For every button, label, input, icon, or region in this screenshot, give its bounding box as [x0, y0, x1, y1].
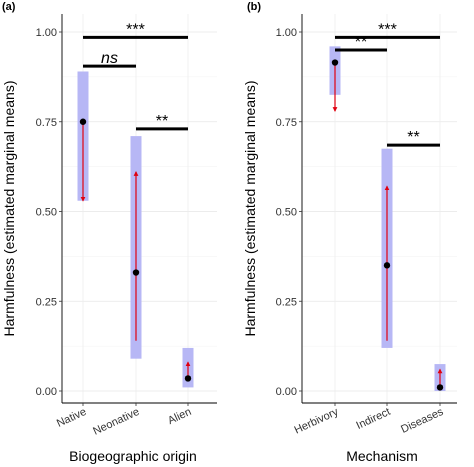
y-tick-label: 0.50: [276, 207, 297, 219]
significance-label: ***: [378, 21, 397, 38]
y-tick-label: 0.00: [36, 386, 57, 398]
x-tick-label: Indirect: [354, 406, 392, 432]
x-axis-title: Biogeographic origin: [69, 448, 197, 464]
y-tick-label: 0.00: [276, 386, 297, 398]
mean-point: [132, 269, 140, 276]
mean-point: [331, 59, 339, 66]
x-tick-label: Diseases: [399, 406, 446, 436]
panel-b: (b) 0.00 0.25 0.50 0.75 1.00 Herbivory Indirect…: [242, 1, 457, 464]
y-tick-label: 0.25: [36, 296, 57, 308]
y-tick-label: 0.75: [36, 117, 57, 129]
x-tick-label: Native: [55, 406, 88, 430]
x-tick-label: Neonative: [91, 406, 141, 438]
y-tick-label: 1.00: [276, 27, 297, 39]
significance-label: **: [355, 34, 367, 51]
x-tick-label: Alien: [166, 406, 193, 427]
x-axis-title: Mechanism: [346, 448, 418, 464]
y-tick-label: 0.25: [276, 296, 297, 308]
significance-label: ***: [126, 21, 145, 38]
panel-a: (a) 0.00 0.25 0.50 0.75 1.00 Native Neonative Al…: [1, 1, 217, 464]
panel-label: (a): [2, 1, 16, 13]
y-axis-title: Harmfulness (estimated marginal means): [242, 81, 258, 337]
mean-point: [436, 384, 444, 391]
significance-label: ns: [101, 50, 118, 67]
y-tick-label: 0.50: [36, 207, 57, 219]
significance-label: **: [407, 129, 419, 146]
mean-point: [184, 375, 192, 382]
y-tick-label: 0.75: [276, 117, 297, 129]
significance-label: **: [156, 113, 168, 130]
mean-point: [383, 262, 391, 269]
y-tick-label: 1.00: [36, 27, 57, 39]
y-axis-title: Harmfulness (estimated marginal means): [1, 81, 17, 337]
x-tick-label: Herbivory: [293, 406, 341, 437]
mean-point: [79, 118, 87, 125]
panel-label: (b): [247, 1, 261, 13]
